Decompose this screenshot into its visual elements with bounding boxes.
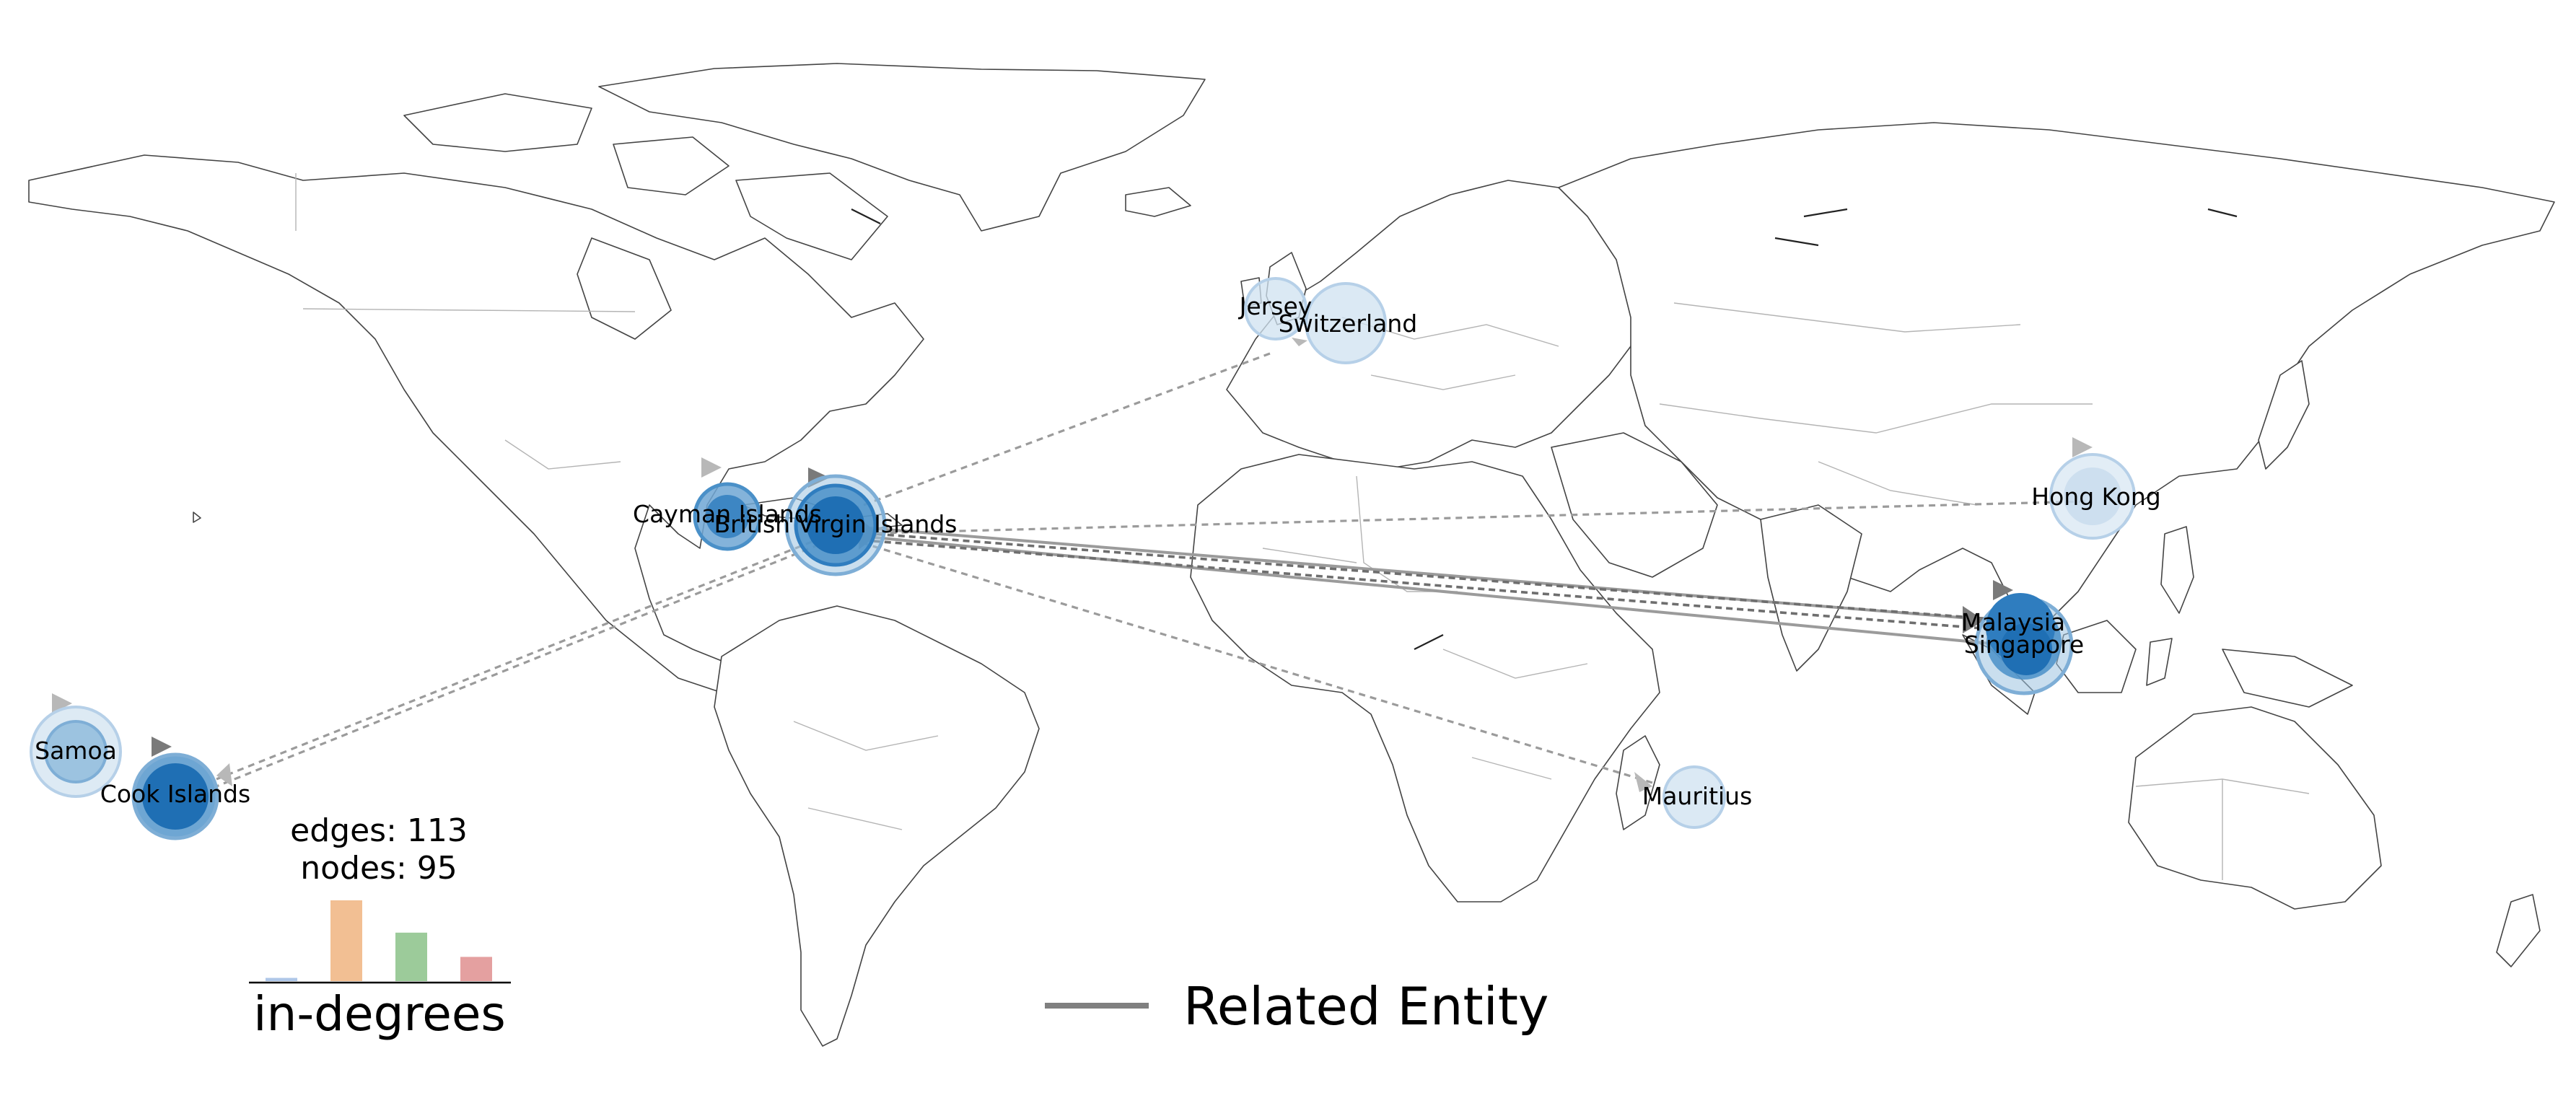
edge-mauritius-bvi bbox=[844, 536, 1653, 784]
nodes-count: nodes: 95 bbox=[300, 850, 457, 887]
asia bbox=[1558, 122, 2555, 621]
selfloop-samoa bbox=[52, 693, 72, 713]
arrowhead-jersey bbox=[1292, 338, 1307, 346]
africa bbox=[1190, 454, 1660, 902]
australia bbox=[2128, 706, 2382, 910]
edge-bvi-cookislands bbox=[216, 536, 823, 781]
in-degree-histogram: in-degrees bbox=[249, 900, 511, 1042]
node-hongkong-halo-inner bbox=[2064, 467, 2121, 525]
node-labels: Jersey Switzerland Cayman Islands Britis… bbox=[35, 292, 2161, 810]
edge-hongkong-bvi bbox=[851, 500, 2086, 535]
label-cayman-islands: Cayman Islands bbox=[633, 500, 822, 528]
philippines bbox=[2160, 526, 2194, 614]
label-mauritius: Mauritius bbox=[1642, 782, 1753, 810]
label-cook-islands: Cook Islands bbox=[100, 780, 250, 808]
label-hong-kong: Hong Kong bbox=[2031, 483, 2160, 511]
nodes-layer bbox=[30, 277, 2136, 840]
new-guinea bbox=[2222, 649, 2353, 708]
hudson-bay bbox=[577, 237, 672, 340]
edge-bvi-cookislands-2 bbox=[216, 543, 820, 788]
legend: Related Entity bbox=[1045, 976, 1549, 1037]
india bbox=[1760, 504, 1862, 672]
histogram-bar-4 bbox=[460, 957, 492, 981]
landmasses bbox=[28, 63, 2555, 1047]
node-switzerland-halo bbox=[1305, 282, 1387, 364]
arctic-island-2 bbox=[613, 136, 730, 196]
edges-count: edges: 113 bbox=[290, 812, 468, 849]
node-cayman-core bbox=[706, 495, 749, 538]
selfloop-cookislands bbox=[152, 737, 172, 757]
label-malaysia: Malaysia bbox=[1961, 608, 2065, 636]
node-mauritius-halo bbox=[1662, 765, 1726, 829]
node-jersey-halo bbox=[1244, 277, 1307, 341]
arrowhead-malaysia bbox=[1963, 606, 1984, 633]
sulawesi bbox=[2146, 638, 2173, 686]
histogram-bar-3 bbox=[395, 932, 427, 981]
japan bbox=[2258, 360, 2310, 470]
edge-jersey-bvi bbox=[844, 352, 1271, 514]
selfloop-cayman bbox=[701, 457, 722, 478]
legend-label: Related Entity bbox=[1183, 976, 1549, 1037]
node-bvi-core bbox=[807, 496, 864, 554]
label-samoa: Samoa bbox=[35, 737, 117, 765]
arctic-islands bbox=[403, 93, 592, 152]
greenland bbox=[598, 63, 1206, 232]
node-cookislands-core bbox=[142, 763, 209, 830]
selfloop-malaysia bbox=[1993, 580, 2013, 600]
edge-singapore-bvi bbox=[851, 534, 2014, 647]
baffin-island bbox=[735, 172, 888, 260]
histogram-bar-2 bbox=[330, 900, 362, 981]
label-singapore: Singapore bbox=[1964, 631, 2084, 659]
edge-malaysia-bvi-dashed bbox=[854, 538, 1992, 631]
node-samoa-core bbox=[44, 720, 108, 783]
selfloop-hongkong bbox=[2072, 437, 2093, 457]
arrowhead-cookislands bbox=[216, 763, 232, 786]
iceland bbox=[1125, 187, 1191, 217]
label-switzerland: Switzerland bbox=[1279, 309, 1418, 338]
histogram-bar-1 bbox=[266, 978, 297, 981]
arrowhead-mauritius bbox=[1634, 772, 1652, 792]
coast-accents bbox=[851, 208, 2238, 650]
label-jersey: Jersey bbox=[1238, 292, 1313, 320]
histogram-title: in-degrees bbox=[253, 986, 506, 1042]
south-america bbox=[714, 605, 1040, 1047]
edge-bvi-malaysia bbox=[854, 531, 1992, 620]
edges-layer bbox=[216, 352, 2086, 788]
node-singapore-core bbox=[2000, 623, 2052, 675]
new-zealand bbox=[2496, 894, 2541, 967]
label-british-virgin-islands: British Virgin Islands bbox=[714, 510, 958, 538]
pacific-islet bbox=[193, 511, 201, 523]
graph-stats: edges: 113 nodes: 95 bbox=[290, 812, 468, 887]
arabia bbox=[1551, 432, 1718, 578]
north-america bbox=[28, 154, 924, 693]
